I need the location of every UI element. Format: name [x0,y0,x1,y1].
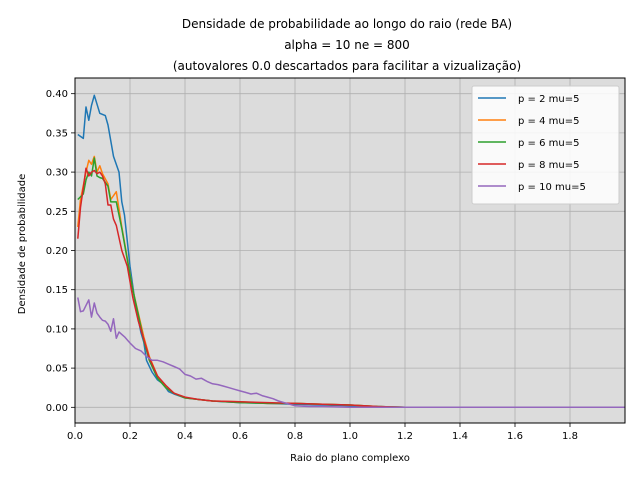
chart-title: Densidade de probabilidade ao longo do r… [173,17,521,73]
legend-label: p = 6 mu=5 [518,138,579,149]
x-tick-label: 0.8 [287,431,303,442]
y-tick-label: 0.05 [46,364,68,375]
y-axis-label: Densidade de probabilidade [17,174,28,315]
x-tick-label: 1.6 [507,431,523,442]
y-tick-label: 0.30 [46,168,68,179]
y-tick-label: 0.00 [46,403,68,414]
y-tick-label: 0.25 [46,207,68,218]
x-tick-label: 0.4 [177,431,193,442]
series-line-5 [77,297,625,409]
y-tick-label: 0.10 [46,324,68,335]
legend-label: p = 2 mu=5 [518,94,579,105]
x-tick-label: 0.2 [122,431,138,442]
x-tick-label: 1.4 [452,431,468,442]
legend-label: p = 4 mu=5 [518,116,579,127]
title-line-2: alpha = 10 ne = 800 [284,38,410,52]
x-tick-label: 1.8 [562,431,578,442]
series-line-1 [77,94,625,409]
x-tick-label: 1.2 [397,431,413,442]
x-tick-label: 0.0 [67,431,83,442]
series-lines [77,94,625,409]
y-tick-label: 0.35 [46,128,68,139]
legend: p = 2 mu=5 p = 4 mu=5 p = 6 mu=5 p = 8 mu=5… [471,85,620,205]
y-axis-ticks: 0.00 0.05 0.10 0.15 0.20 0.25 0.30 0.35 0.40 [46,89,75,414]
x-tick-label: 1.0 [342,431,358,442]
series-line-4 [77,167,625,409]
y-tick-label: 0.20 [46,246,68,257]
x-axis-ticks: 0.0 0.2 0.4 0.6 0.8 1.0 1.2 1.4 1.6 1.8 [67,423,578,442]
legend-label: p = 8 mu=5 [518,160,579,171]
title-line-3: (autovalores 0.0 descartados para facili… [173,59,521,73]
title-line-1: Densidade de probabilidade ao longo do r… [182,17,512,31]
x-axis-label: Raio do plano complexo [290,453,410,464]
y-tick-label: 0.40 [46,89,68,100]
x-tick-label: 0.6 [232,431,248,442]
y-tick-label: 0.15 [46,285,68,296]
legend-box [471,85,620,205]
legend-label: p = 10 mu=5 [518,182,586,193]
